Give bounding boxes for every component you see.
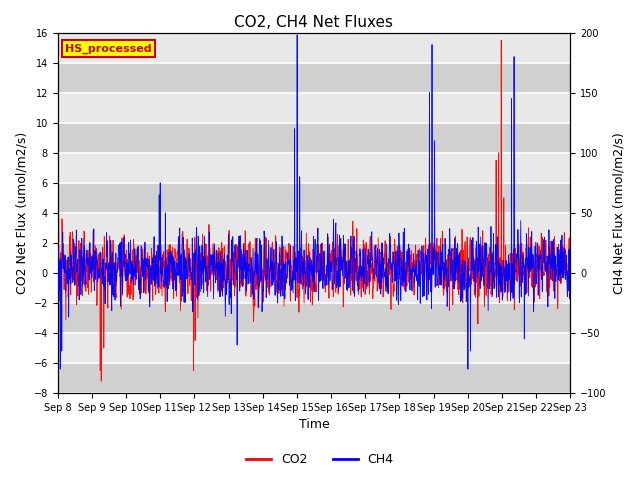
Bar: [58, 62, 570, 93]
Bar: [58, 363, 570, 393]
Y-axis label: CH4 Net Flux (nmol/m2/s): CH4 Net Flux (nmol/m2/s): [612, 132, 625, 294]
Title: CO2, CH4 Net Fluxes: CO2, CH4 Net Fluxes: [234, 15, 394, 30]
Bar: [58, 303, 570, 333]
Text: HS_processed: HS_processed: [65, 43, 152, 54]
Bar: [58, 243, 570, 273]
Y-axis label: CO2 Net Flux (umol/m2/s): CO2 Net Flux (umol/m2/s): [15, 132, 28, 294]
Bar: [58, 183, 570, 213]
Bar: [58, 123, 570, 153]
X-axis label: Time: Time: [299, 419, 330, 432]
Legend: CO2, CH4: CO2, CH4: [241, 448, 399, 471]
